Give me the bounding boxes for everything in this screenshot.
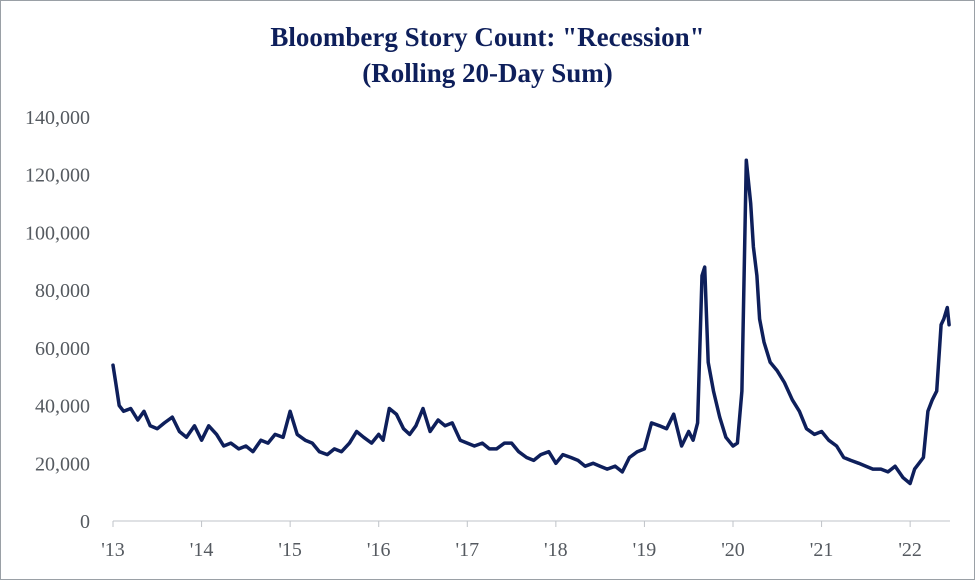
x-tick-label: '15 (278, 539, 302, 561)
y-tick-label: 20,000 (35, 453, 90, 475)
x-tick-label: '18 (544, 539, 568, 561)
chart-subtitle: (Rolling 20-Day Sum) (362, 58, 613, 88)
y-tick-label: 0 (80, 511, 90, 533)
x-tick-label: '19 (633, 539, 657, 561)
y-tick-label: 60,000 (35, 338, 90, 360)
x-tick-label: '16 (367, 539, 391, 561)
x-tick-label: '14 (190, 539, 214, 561)
y-tick-label: 140,000 (25, 107, 90, 129)
y-tick-label: 40,000 (35, 396, 90, 418)
x-tick-label: '21 (810, 539, 834, 561)
y-axis: 0 20,000 40,000 60,000 80,000 100,000 120,000 1… (25, 107, 90, 533)
y-tick-label: 100,000 (25, 222, 90, 244)
series-group (111, 158, 951, 486)
y-tick-label: 120,000 (25, 165, 90, 187)
x-tick-label: '22 (898, 539, 922, 561)
y-tick-label: 80,000 (35, 280, 90, 302)
chart-title: Bloomberg Story Count: "Recession" (270, 22, 705, 52)
x-tick-label: '17 (455, 539, 479, 561)
x-tick-label: '20 (721, 539, 745, 561)
series-line (111, 158, 951, 486)
x-axis: '13 '14 '15 '16 '17 '18 '19 '20 '21 '22 (101, 520, 950, 561)
x-tick-label: '13 (101, 539, 125, 561)
